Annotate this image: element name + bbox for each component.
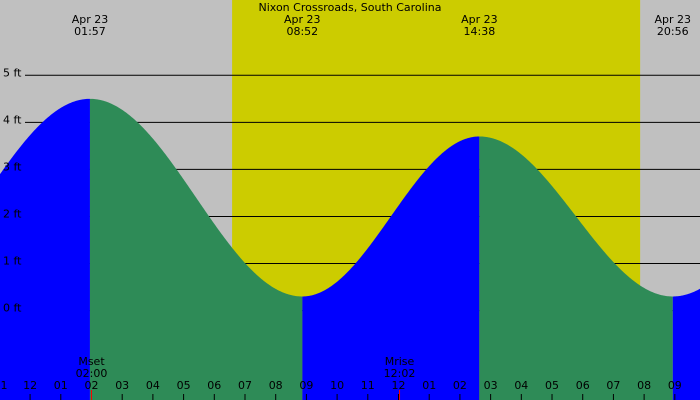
x-tick-label: 04 — [146, 379, 160, 392]
x-tick-label: 12 — [23, 379, 37, 392]
x-tick-label: 02 — [453, 379, 467, 392]
rising-tide — [672, 288, 700, 400]
extreme-date: Apr 23 — [461, 13, 498, 26]
extreme-time: 14:38 — [464, 25, 496, 38]
rising-tide — [0, 98, 90, 400]
x-tick-label: 06 — [207, 379, 221, 392]
y-tick-label: 3 ft — [3, 160, 22, 173]
extreme-date: Apr 23 — [655, 13, 692, 26]
x-tick-label: 08 — [269, 379, 283, 392]
falling-tide — [479, 136, 673, 400]
y-tick-label: 0 ft — [3, 302, 22, 315]
extreme-time: 08:52 — [286, 25, 318, 38]
x-tick-label: 07 — [238, 379, 252, 392]
chart-title: Nixon Crossroads, South Carolina — [259, 1, 442, 14]
x-tick-label: 07 — [606, 379, 620, 392]
rising-tide — [302, 136, 480, 400]
x-tick-label: 01 — [54, 379, 68, 392]
moon-label: Mset — [78, 355, 105, 368]
x-tick-label: 08 — [637, 379, 651, 392]
x-tick-label: 09 — [299, 379, 313, 392]
moon-time: 02:00 — [76, 367, 108, 380]
moon-time: 12:02 — [384, 367, 416, 380]
x-tick-label: 11 — [361, 379, 375, 392]
y-tick-label: 1 ft — [3, 255, 22, 268]
x-tick-label: 03 — [484, 379, 498, 392]
x-tick-label: 04 — [514, 379, 528, 392]
falling-tide — [89, 98, 303, 400]
x-tick-label: 05 — [177, 379, 191, 392]
x-tick-label: 02 — [84, 379, 98, 392]
extreme-date: Apr 23 — [72, 13, 109, 26]
x-tick-label: 01 — [422, 379, 436, 392]
x-tick-label: 05 — [545, 379, 559, 392]
x-tick-label: 06 — [576, 379, 590, 392]
x-tick-label: 10 — [330, 379, 344, 392]
y-tick-label: 2 ft — [3, 207, 22, 220]
x-tick-label: 1 — [1, 379, 8, 392]
extreme-time: 20:56 — [657, 25, 689, 38]
x-tick-label: 03 — [115, 379, 129, 392]
extreme-date: Apr 23 — [284, 13, 321, 26]
extreme-time: 01:57 — [74, 25, 106, 38]
y-tick-label: 5 ft — [3, 66, 22, 79]
x-tick-label: 09 — [668, 379, 682, 392]
y-tick-label: 4 ft — [3, 113, 22, 126]
x-tick-label: 12 — [392, 379, 406, 392]
moon-label: Mrise — [385, 355, 415, 368]
